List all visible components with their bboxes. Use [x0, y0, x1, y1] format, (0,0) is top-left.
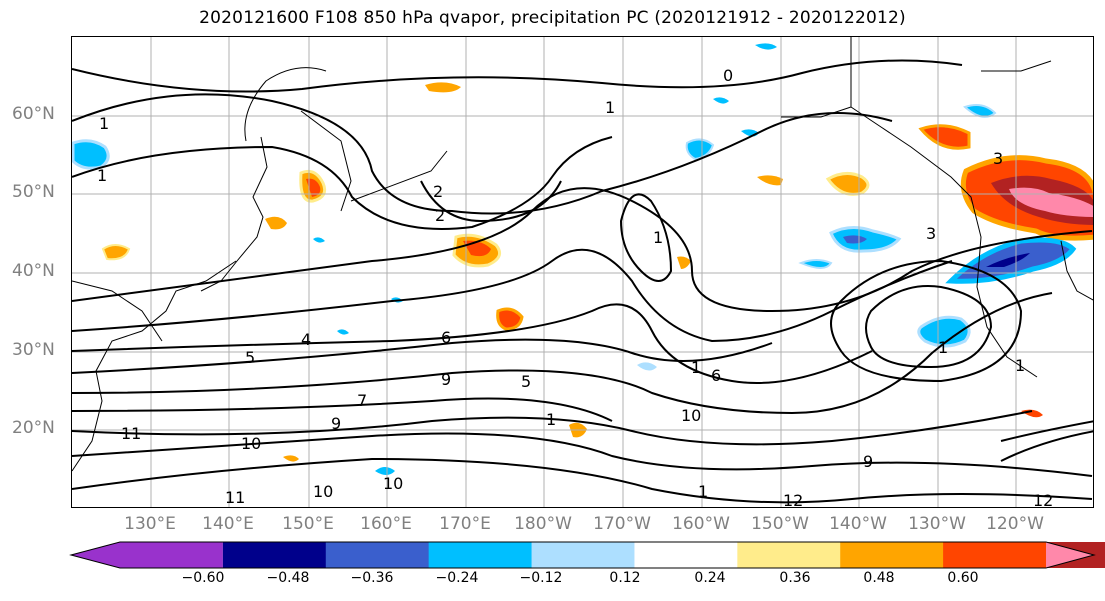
colorbar-segment: [71, 542, 223, 568]
contour-label: 10: [383, 474, 403, 493]
contour-label: 11: [225, 488, 245, 507]
colorbar-segment: [840, 542, 944, 568]
lon-label-150e: 150°E: [282, 514, 334, 534]
contour-label: 1: [698, 482, 708, 501]
colorbar-segment: [428, 542, 533, 568]
contour-label: 6: [441, 328, 451, 347]
contour-label: 10: [681, 406, 701, 425]
figure-title: 2020121600 F108 850 hPa qvapor, precipit…: [199, 8, 906, 28]
colorbar-tick: −0.24: [435, 570, 479, 586]
contour-label: 4: [301, 330, 311, 349]
colorbar-tick: 0.48: [863, 570, 895, 586]
colorbar-tick: 0.12: [609, 570, 641, 586]
lon-label-140w: 140°W: [829, 514, 887, 534]
colorbar-tick: −0.36: [350, 570, 394, 586]
qvapor-contours: [72, 59, 1093, 504]
contour-label: 3: [993, 149, 1003, 168]
colorbar-segment: [943, 542, 1047, 568]
colorbar-tick: −0.60: [181, 570, 225, 586]
contour-label: 2: [433, 182, 443, 201]
precip-shading: [72, 43, 1093, 475]
map-plot: 0 1 1 1 1 1 1 1 1 2 2 3 3 4 5 5 6 6 7 9 …: [72, 37, 1093, 508]
contour-label: 1: [99, 114, 109, 133]
lon-label-120w: 120°W: [986, 514, 1044, 534]
lon-label-180w: 180°W: [514, 514, 572, 534]
contour-label: 5: [521, 372, 531, 391]
contour-label: 9: [331, 414, 341, 433]
lat-label-20n: 20°N: [12, 418, 55, 438]
lon-label-170w: 170°W: [593, 514, 651, 534]
contour-label: 12: [783, 491, 803, 508]
lon-label-150w: 150°W: [751, 514, 809, 534]
contour-label: 1: [653, 228, 663, 247]
contour-label: 12: [1033, 491, 1053, 508]
colorbar-tick: −0.48: [266, 570, 310, 586]
contour-label: 10: [241, 434, 261, 453]
colorbar-tick: 0.24: [694, 570, 726, 586]
lat-label-40n: 40°N: [12, 261, 55, 281]
colorbar-tick: 0.36: [779, 570, 811, 586]
contour-label: 9: [441, 370, 451, 389]
lon-label-160w: 160°W: [672, 514, 730, 534]
lon-label-170e: 170°E: [439, 514, 491, 534]
contour-label: 1: [1015, 356, 1025, 375]
lat-label-60n: 60°N: [12, 104, 55, 124]
lat-label-30n: 30°N: [12, 340, 55, 360]
colorbar-tick: 0.60: [947, 570, 979, 586]
contour-label: 6: [711, 366, 721, 385]
colorbar-segment: [1046, 542, 1094, 568]
colorbar-segments: [71, 542, 1105, 568]
colorbar-segment: [325, 542, 430, 568]
lat-label-50n: 50°N: [12, 182, 55, 202]
lon-label-130w: 130°W: [908, 514, 966, 534]
contour-label-group: 0 1 1 1 1 1 1 1 1 2 2 3 3 4 5 5 6 6 7 9 …: [97, 66, 1053, 508]
lon-label-140e: 140°E: [202, 514, 254, 534]
contour-label: 1: [546, 410, 556, 429]
contour-label: 0: [723, 66, 733, 85]
contour-label: 1: [605, 98, 615, 117]
lon-label-130e: 130°E: [124, 514, 176, 534]
contour-label: 1: [97, 166, 107, 185]
colorbar-segment: [222, 542, 327, 568]
lon-label-160e: 160°E: [360, 514, 412, 534]
map-panel: 0 1 1 1 1 1 1 1 1 2 2 3 3 4 5 5 6 6 7 9 …: [71, 36, 1094, 508]
colorbar-segment: [634, 542, 738, 568]
contour-label: 2: [435, 206, 445, 225]
contour-label: 5: [245, 348, 255, 367]
contour-label: 3: [926, 224, 936, 243]
colorbar-segment: [737, 542, 841, 568]
contour-label: 1: [938, 338, 948, 357]
contour-label: 7: [357, 391, 367, 410]
contour-label: 9: [863, 452, 873, 471]
contour-label: 1: [691, 358, 701, 377]
colorbar-segment: [531, 542, 635, 568]
contour-label: 10: [313, 482, 333, 501]
contour-label: 11: [121, 424, 141, 443]
graticule: [72, 37, 1093, 507]
colorbar-tick: −0.12: [519, 570, 563, 586]
